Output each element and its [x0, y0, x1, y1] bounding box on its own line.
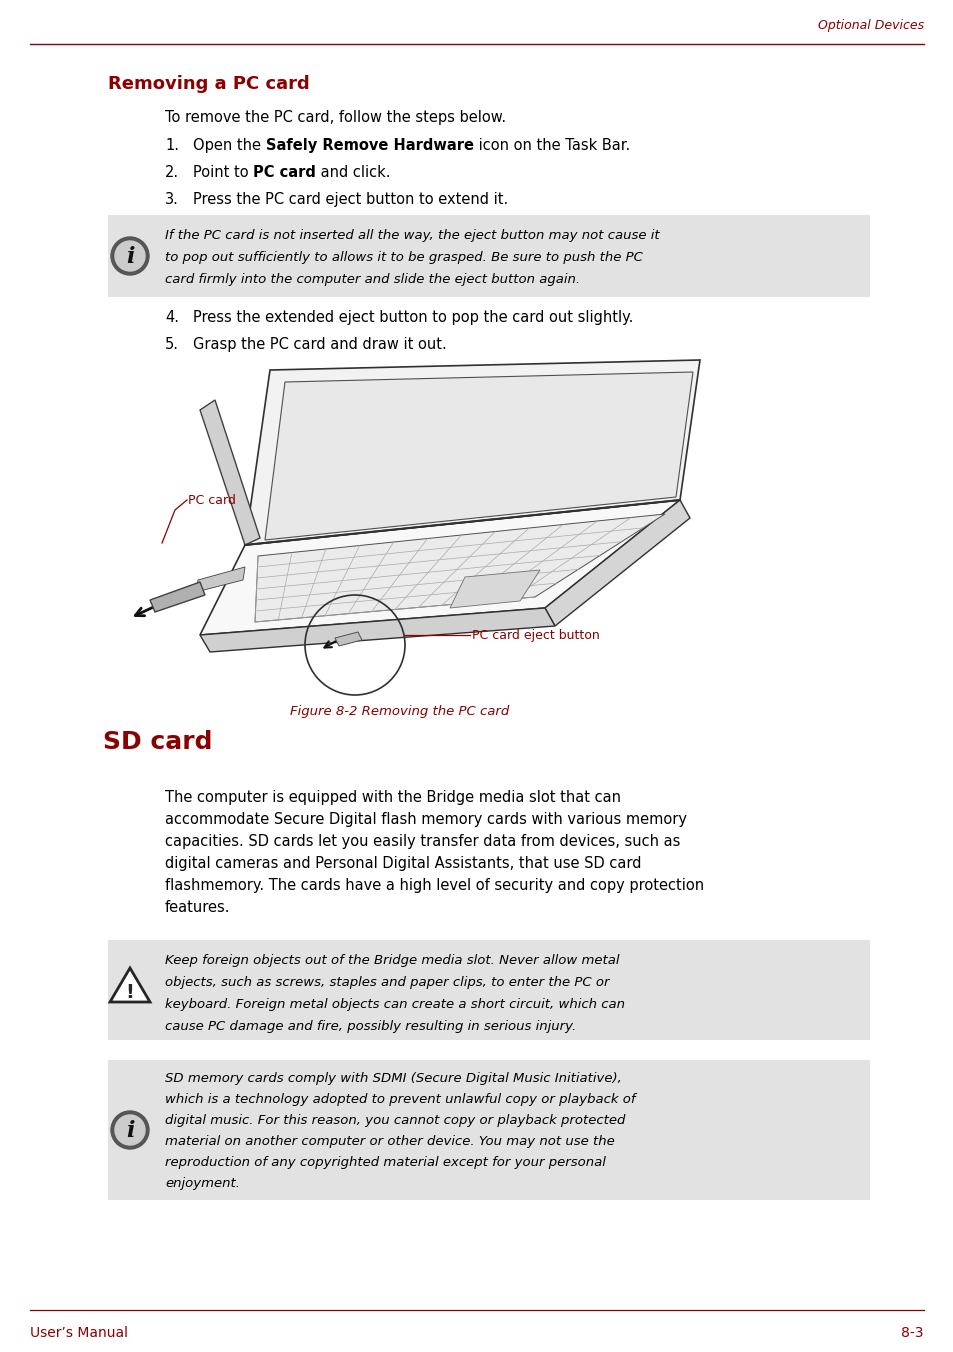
Text: Optional Devices: Optional Devices — [817, 19, 923, 32]
Text: 1.: 1. — [165, 138, 179, 153]
Text: reproduction of any copyrighted material except for your personal: reproduction of any copyrighted material… — [165, 1156, 605, 1169]
Text: Press the extended eject button to pop the card out slightly.: Press the extended eject button to pop t… — [193, 310, 633, 324]
Text: PC card: PC card — [188, 493, 235, 507]
Text: i: i — [126, 246, 134, 268]
Text: Removing a PC card: Removing a PC card — [108, 74, 310, 93]
Text: which is a technology adopted to prevent unlawful copy or playback of: which is a technology adopted to prevent… — [165, 1092, 635, 1106]
Text: Point to: Point to — [193, 165, 253, 180]
Polygon shape — [195, 566, 245, 592]
Polygon shape — [200, 608, 555, 652]
FancyBboxPatch shape — [108, 1060, 869, 1201]
Text: SD memory cards comply with SDMI (Secure Digital Music Initiative),: SD memory cards comply with SDMI (Secure… — [165, 1072, 621, 1086]
Text: Safely Remove Hardware: Safely Remove Hardware — [265, 138, 473, 153]
Text: SD card: SD card — [103, 730, 213, 754]
Circle shape — [111, 1111, 149, 1149]
Text: objects, such as screws, staples and paper clips, to enter the PC or: objects, such as screws, staples and pap… — [165, 976, 609, 990]
Polygon shape — [254, 514, 664, 622]
Polygon shape — [200, 500, 679, 635]
Text: Press the PC card eject button to extend it.: Press the PC card eject button to extend… — [193, 192, 508, 207]
Polygon shape — [110, 968, 150, 1002]
Text: Open the: Open the — [193, 138, 265, 153]
Text: digital cameras and Personal Digital Assistants, that use SD card: digital cameras and Personal Digital Ass… — [165, 856, 640, 871]
Text: cause PC damage and fire, possibly resulting in serious injury.: cause PC damage and fire, possibly resul… — [165, 1019, 576, 1033]
Text: digital music. For this reason, you cannot copy or playback protected: digital music. For this reason, you cann… — [165, 1114, 625, 1128]
Text: Keep foreign objects out of the Bridge media slot. Never allow metal: Keep foreign objects out of the Bridge m… — [165, 955, 618, 967]
Text: accommodate Secure Digital flash memory cards with various memory: accommodate Secure Digital flash memory … — [165, 813, 686, 827]
FancyBboxPatch shape — [108, 215, 869, 297]
Polygon shape — [200, 400, 260, 545]
Text: 8-3: 8-3 — [901, 1326, 923, 1340]
Text: Grasp the PC card and draw it out.: Grasp the PC card and draw it out. — [193, 337, 446, 352]
Text: If the PC card is not inserted all the way, the eject button may not cause it: If the PC card is not inserted all the w… — [165, 228, 659, 242]
Text: capacities. SD cards let you easily transfer data from devices, such as: capacities. SD cards let you easily tran… — [165, 834, 679, 849]
Text: 2.: 2. — [165, 165, 179, 180]
Polygon shape — [245, 360, 700, 545]
Polygon shape — [544, 500, 689, 626]
Text: Figure 8-2 Removing the PC card: Figure 8-2 Removing the PC card — [290, 704, 509, 718]
Text: 3.: 3. — [165, 192, 178, 207]
Polygon shape — [150, 581, 205, 612]
Polygon shape — [450, 571, 539, 608]
Text: flashmemory. The cards have a high level of security and copy protection: flashmemory. The cards have a high level… — [165, 877, 703, 894]
Text: material on another computer or other device. You may not use the: material on another computer or other de… — [165, 1134, 614, 1148]
Text: User’s Manual: User’s Manual — [30, 1326, 128, 1340]
Circle shape — [115, 1115, 145, 1145]
Circle shape — [115, 241, 145, 270]
Polygon shape — [335, 631, 361, 646]
Text: enjoyment.: enjoyment. — [165, 1178, 240, 1190]
Text: icon on the Task Bar.: icon on the Task Bar. — [473, 138, 629, 153]
Text: to pop out sufficiently to allows it to be grasped. Be sure to push the PC: to pop out sufficiently to allows it to … — [165, 251, 642, 264]
Text: PC card eject button: PC card eject button — [472, 629, 599, 641]
Text: 5.: 5. — [165, 337, 179, 352]
FancyBboxPatch shape — [108, 940, 869, 1040]
Text: and click.: and click. — [315, 165, 390, 180]
Text: i: i — [126, 1119, 134, 1142]
Text: 4.: 4. — [165, 310, 179, 324]
Text: keyboard. Foreign metal objects can create a short circuit, which can: keyboard. Foreign metal objects can crea… — [165, 998, 624, 1011]
Text: !: ! — [126, 983, 134, 1002]
Text: features.: features. — [165, 900, 231, 915]
Text: PC card: PC card — [253, 165, 315, 180]
Circle shape — [111, 237, 149, 274]
Text: card firmly into the computer and slide the eject button again.: card firmly into the computer and slide … — [165, 273, 579, 287]
Text: The computer is equipped with the Bridge media slot that can: The computer is equipped with the Bridge… — [165, 790, 620, 804]
Polygon shape — [265, 372, 692, 539]
Text: To remove the PC card, follow the steps below.: To remove the PC card, follow the steps … — [165, 110, 506, 124]
